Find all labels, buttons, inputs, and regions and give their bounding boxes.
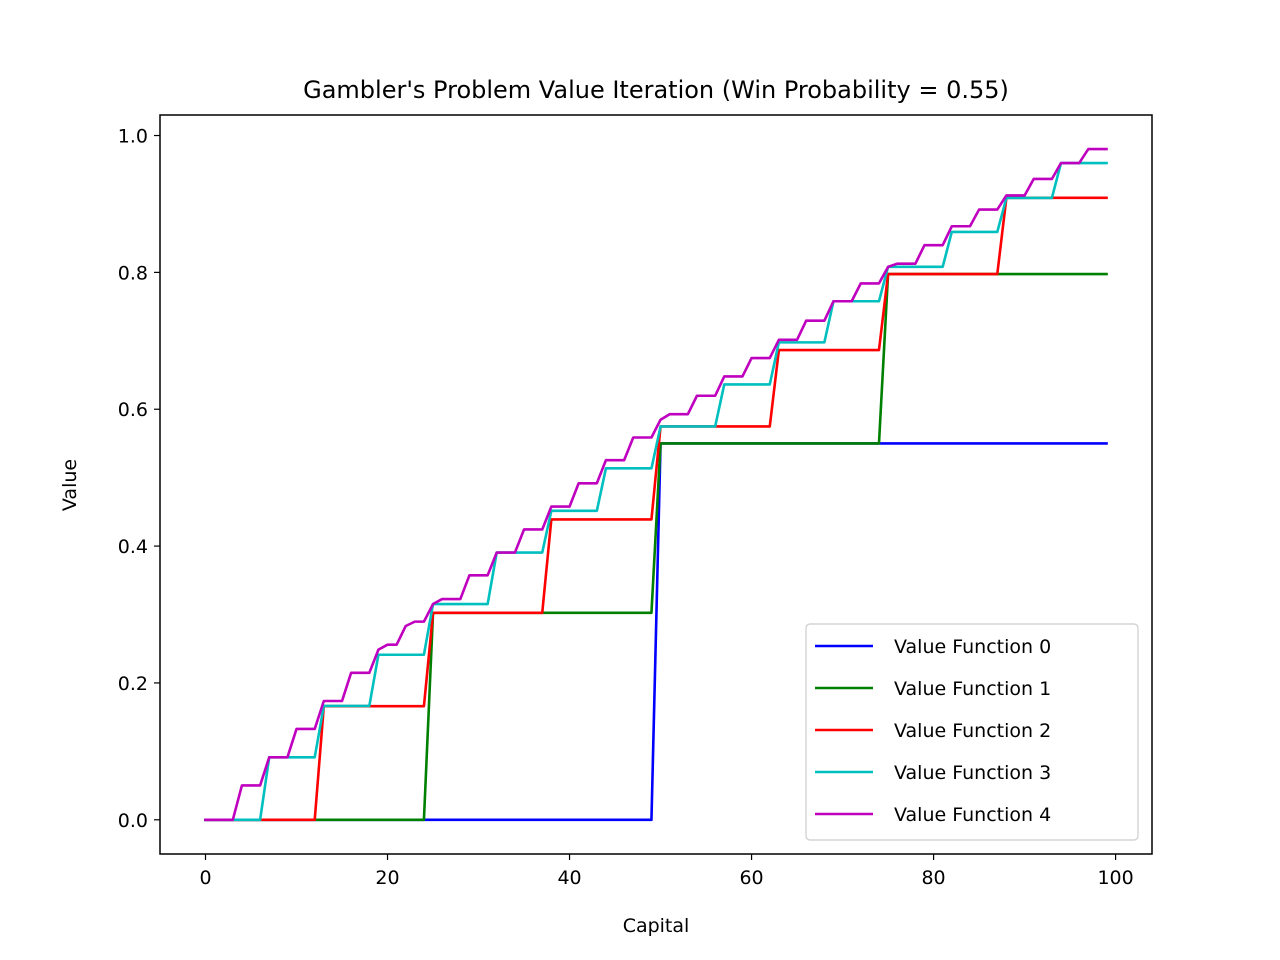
legend-label-value-function-4: Value Function 4 <box>894 804 1051 826</box>
x-axis-ticks: 0 20 40 60 80 100 <box>199 854 1134 889</box>
x-tick-label: 60 <box>739 867 763 889</box>
x-axis-label: Capital <box>623 915 690 937</box>
x-tick-label: 0 <box>199 867 211 889</box>
y-axis-ticks: 0.0 0.2 0.4 0.6 0.8 1.0 <box>118 126 160 832</box>
y-tick-label: 0.8 <box>118 262 148 284</box>
x-tick-label: 20 <box>375 867 399 889</box>
x-tick-label: 80 <box>921 867 945 889</box>
x-tick-label: 100 <box>1097 867 1133 889</box>
legend-label-value-function-2: Value Function 2 <box>894 720 1051 742</box>
y-axis-label: Value <box>59 459 81 511</box>
y-tick-label: 1.0 <box>118 126 148 148</box>
series-line-value-function-4 <box>204 147 1108 822</box>
chart-title: Gambler's Problem Value Iteration (Win P… <box>303 76 1009 104</box>
series-layer <box>204 147 1108 822</box>
legend-label-value-function-0: Value Function 0 <box>894 636 1051 658</box>
series-line-value-function-1 <box>204 272 1108 822</box>
y-tick-label: 0.4 <box>118 536 148 558</box>
series-line-value-function-0 <box>204 442 1108 822</box>
legend-box <box>805 623 1139 841</box>
axes-frame <box>159 114 1153 855</box>
legend: Value Function 0 Value Function 1 Value Fu… <box>805 623 1139 841</box>
plot-area: 0 20 40 60 80 100 0.0 0.2 0.4 0.6 0.8 1.0 <box>118 114 1153 889</box>
y-tick-label: 0.2 <box>118 673 148 695</box>
y-tick-label: 0.6 <box>118 399 148 421</box>
y-tick-label: 0.0 <box>118 810 148 832</box>
series-line-value-function-3 <box>204 161 1108 822</box>
legend-label-value-function-3: Value Function 3 <box>894 762 1051 784</box>
x-tick-label: 40 <box>557 867 581 889</box>
legend-label-value-function-1: Value Function 1 <box>894 678 1051 700</box>
series-line-value-function-2 <box>204 196 1108 822</box>
